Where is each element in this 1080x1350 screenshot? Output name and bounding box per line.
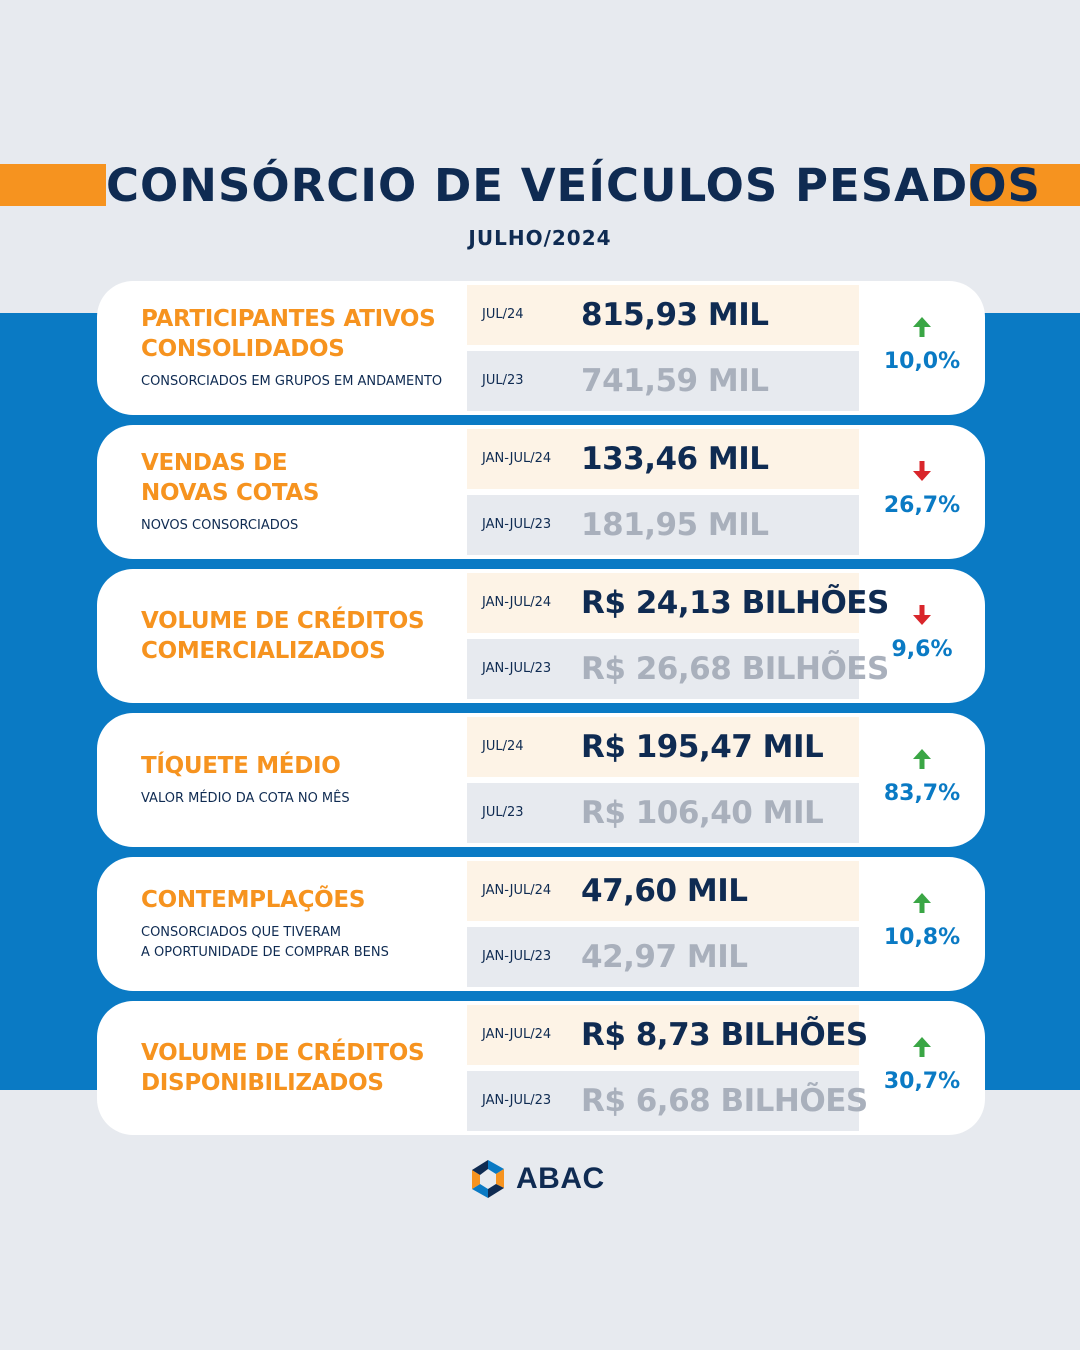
card-description: NOVOS CONSORCIADOS: [141, 518, 299, 533]
card-label-block: CONTEMPLAÇÕES CONSORCIADOS QUE TIVERAM A…: [141, 857, 461, 991]
arrow-down-icon: [859, 459, 985, 485]
change-percent: 10,0%: [883, 349, 961, 374]
title-accent-left: [0, 164, 106, 206]
change-percent: 26,7%: [883, 493, 961, 518]
change-percent: 9,6%: [891, 637, 953, 662]
current-value: R$ 195,47 MIL: [581, 729, 824, 765]
current-value: R$ 24,13 BILHÕES: [581, 585, 889, 621]
change-percent: 83,7%: [883, 781, 961, 806]
current-period-row: JAN-JUL/24 133,46 MIL: [467, 429, 859, 489]
current-value: 133,46 MIL: [581, 441, 769, 477]
change-indicator: 30,7%: [859, 1001, 985, 1135]
change-percent: 10,8%: [883, 925, 961, 950]
current-period-label: JAN-JUL/24: [482, 1027, 552, 1042]
previous-value: R$ 6,68 BILHÕES: [581, 1083, 868, 1119]
card-title: VOLUME DE CRÉDITOS DISPONIBILIZADOS: [141, 1040, 425, 1096]
previous-period-label: JUL/23: [482, 373, 524, 388]
card-description: CONSORCIADOS EM GRUPOS EM ANDAMENTO: [141, 374, 443, 389]
metric-card-contemplacoes: CONTEMPLAÇÕES CONSORCIADOS QUE TIVERAM A…: [97, 857, 985, 991]
card-title: VENDAS DE NOVAS COTAS: [141, 450, 320, 506]
metric-card-creditos-disponibilizados: VOLUME DE CRÉDITOS DISPONIBILIZADOS JAN-…: [97, 1001, 985, 1135]
card-title: PARTICIPANTES ATIVOS CONSOLIDADOS: [141, 306, 436, 362]
previous-value: R$ 106,40 MIL: [581, 795, 824, 831]
change-indicator: 10,8%: [859, 857, 985, 991]
metric-card-creditos-comercializados: VOLUME DE CRÉDITOS COMERCIALIZADOS JAN-J…: [97, 569, 985, 703]
arrow-up-icon: [859, 1035, 985, 1061]
card-label-block: VENDAS DE NOVAS COTAS NOVOS CONSORCIADOS: [141, 425, 461, 559]
previous-period-label: JAN-JUL/23: [482, 661, 552, 676]
change-indicator: 10,0%: [859, 281, 985, 415]
arrow-up-icon: [859, 747, 985, 773]
previous-period-row: JUL/23 741,59 MIL: [467, 351, 859, 411]
current-value: 815,93 MIL: [581, 297, 769, 333]
current-period-row: JAN-JUL/24 R$ 24,13 BILHÕES: [467, 573, 889, 633]
card-description: VALOR MÉDIO DA COTA NO MÊS: [141, 791, 350, 806]
card-title: CONTEMPLAÇÕES: [141, 887, 366, 913]
card-title: TÍQUETE MÉDIO: [141, 753, 341, 779]
card-label-block: PARTICIPANTES ATIVOS CONSOLIDADOS CONSOR…: [141, 281, 461, 415]
previous-period-label: JAN-JUL/23: [482, 1093, 552, 1108]
current-period-label: JUL/24: [482, 307, 524, 322]
previous-period-row: JAN-JUL/23 R$ 6,68 BILHÕES: [467, 1071, 868, 1131]
title-accent-right: [970, 164, 1080, 206]
card-label-block: TÍQUETE MÉDIO VALOR MÉDIO DA COTA NO MÊS: [141, 713, 461, 847]
current-period-row: JAN-JUL/24 R$ 8,73 BILHÕES: [467, 1005, 868, 1065]
card-label-block: VOLUME DE CRÉDITOS DISPONIBILIZADOS: [141, 1001, 461, 1135]
abac-logo: ABAC: [466, 1158, 616, 1204]
current-value: R$ 8,73 BILHÕES: [581, 1017, 868, 1053]
current-period-row: JUL/24 R$ 195,47 MIL: [467, 717, 859, 777]
previous-period-label: JAN-JUL/23: [482, 517, 552, 532]
previous-value: 181,95 MIL: [581, 507, 769, 543]
arrow-down-icon: [859, 603, 985, 629]
current-value: 47,60 MIL: [581, 873, 748, 909]
page-title: CONSÓRCIO DE VEÍCULOS PESADOS: [106, 159, 1041, 212]
change-percent: 30,7%: [883, 1069, 961, 1094]
previous-value: R$ 26,68 BILHÕES: [581, 651, 889, 687]
previous-value: 42,97 MIL: [581, 939, 748, 975]
page-subtitle: JULHO/2024: [468, 226, 612, 250]
previous-period-row: JAN-JUL/23 181,95 MIL: [467, 495, 859, 555]
current-period-row: JAN-JUL/24 47,60 MIL: [467, 861, 859, 921]
current-period-label: JUL/24: [482, 739, 524, 754]
card-description: CONSORCIADOS QUE TIVERAM A OPORTUNIDADE …: [141, 925, 389, 960]
metric-card-vendas: VENDAS DE NOVAS COTAS NOVOS CONSORCIADOS…: [97, 425, 985, 559]
change-indicator: 9,6%: [859, 569, 985, 703]
current-period-label: JAN-JUL/24: [482, 883, 552, 898]
previous-period-label: JUL/23: [482, 805, 524, 820]
previous-value: 741,59 MIL: [581, 363, 769, 399]
metric-card-tiquete-medio: TÍQUETE MÉDIO VALOR MÉDIO DA COTA NO MÊS…: [97, 713, 985, 847]
arrow-up-icon: [859, 315, 985, 341]
previous-period-row: JAN-JUL/23 42,97 MIL: [467, 927, 859, 987]
card-title: VOLUME DE CRÉDITOS COMERCIALIZADOS: [141, 608, 425, 664]
current-period-row: JUL/24 815,93 MIL: [467, 285, 859, 345]
change-indicator: 26,7%: [859, 425, 985, 559]
logo-text: ABAC: [516, 1162, 605, 1195]
previous-period-row: JAN-JUL/23 R$ 26,68 BILHÕES: [467, 639, 889, 699]
arrow-up-icon: [859, 891, 985, 917]
abac-logo-icon: [472, 1160, 504, 1198]
previous-period-label: JAN-JUL/23: [482, 949, 552, 964]
previous-period-row: JUL/23 R$ 106,40 MIL: [467, 783, 859, 843]
card-label-block: VOLUME DE CRÉDITOS COMERCIALIZADOS: [141, 569, 461, 703]
current-period-label: JAN-JUL/24: [482, 595, 552, 610]
current-period-label: JAN-JUL/24: [482, 451, 552, 466]
metric-card-participantes: PARTICIPANTES ATIVOS CONSOLIDADOS CONSOR…: [97, 281, 985, 415]
change-indicator: 83,7%: [859, 713, 985, 847]
